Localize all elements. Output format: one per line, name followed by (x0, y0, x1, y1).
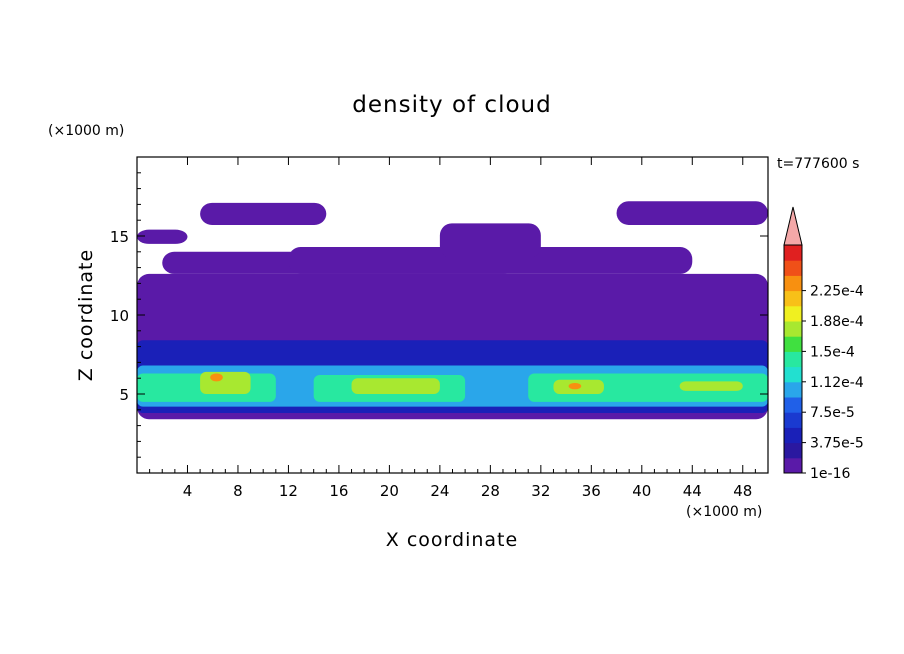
x-axis-label: X coordinate (386, 529, 518, 551)
colorbar-label: 1e-16 (810, 466, 850, 482)
colorbar-label: 1.5e-4 (810, 344, 855, 360)
colorbar-segment (784, 397, 802, 413)
x-axis-ticks: 4 8 12 16 20 24 28 32 36 40 44 48 (149, 157, 756, 500)
contour-fill (137, 201, 768, 420)
colorbar-segment (784, 412, 802, 428)
y-tick-label: 5 (119, 386, 129, 404)
contour-region-1.5e-4 (200, 371, 251, 394)
x-tick-label: 40 (632, 482, 651, 500)
colorbar-label: 2.25e-4 (810, 284, 864, 300)
contour-region-1e-16 (200, 202, 327, 225)
x-tick-label: 44 (683, 482, 702, 500)
contour-region-1e-16 (616, 201, 768, 225)
y-unit-label: (×1000 m) (48, 123, 124, 139)
colorbar-segment (784, 381, 802, 398)
colorbar-segment (784, 442, 802, 459)
colorbar-segment (784, 260, 802, 276)
colorbar-segment (784, 336, 802, 352)
time-label: t=777600 s (777, 156, 859, 172)
colorbar-segment (784, 366, 802, 383)
colorbar-segment (784, 457, 802, 474)
x-tick-label: 24 (430, 482, 449, 500)
x-tick-label: 20 (380, 482, 399, 500)
chart-title: density of cloud (352, 92, 551, 118)
contour-region-1e-16 (288, 247, 693, 274)
colorbar-segment (784, 290, 802, 307)
y-axis-label: Z coordinate (75, 249, 97, 381)
colorbar-label: 7.5e-5 (810, 405, 855, 421)
y-axis-ticks: 5 10 15 (110, 172, 768, 458)
contour-region-1.5e-4 (351, 378, 440, 394)
y-tick-label: 15 (110, 228, 129, 246)
colorbar-frame (783, 244, 803, 474)
colorbar-segment (784, 351, 802, 368)
x-unit-label: (×1000 m) (686, 504, 762, 520)
x-tick-label: 16 (329, 482, 348, 500)
x-tick-label: 4 (183, 482, 193, 500)
contour-region-1.88e-4 (210, 373, 223, 382)
colorbar-segment (784, 305, 802, 322)
contour-region-1.88e-4 (568, 382, 582, 390)
colorbar-label: 3.75e-5 (810, 436, 864, 452)
x-tick-label: 28 (481, 482, 500, 500)
colorbar-segment (784, 245, 802, 261)
contour-region-1.5e-4 (679, 381, 743, 391)
x-tick-label: 12 (279, 482, 298, 500)
colorbar-label: 1.12e-4 (810, 375, 864, 391)
colorbar-segment (784, 321, 802, 337)
colorbar-extend-arrow (783, 206, 803, 246)
colorbar: 1e-16 3.75e-5 7.5e-5 1.12e-4 1.5e-4 1.88e-4 2.… (783, 206, 864, 482)
x-tick-label: 8 (233, 482, 243, 500)
colorbar-segment (784, 275, 802, 292)
contour-region-1e-16 (439, 223, 541, 259)
contour-region-1e-16 (137, 229, 188, 244)
colorbar-label: 1.88e-4 (810, 314, 864, 330)
x-tick-label: 36 (582, 482, 601, 500)
x-tick-label: 32 (531, 482, 550, 500)
colorbar-segment (784, 427, 802, 444)
y-tick-label: 10 (110, 307, 129, 325)
x-tick-label: 48 (733, 482, 752, 500)
